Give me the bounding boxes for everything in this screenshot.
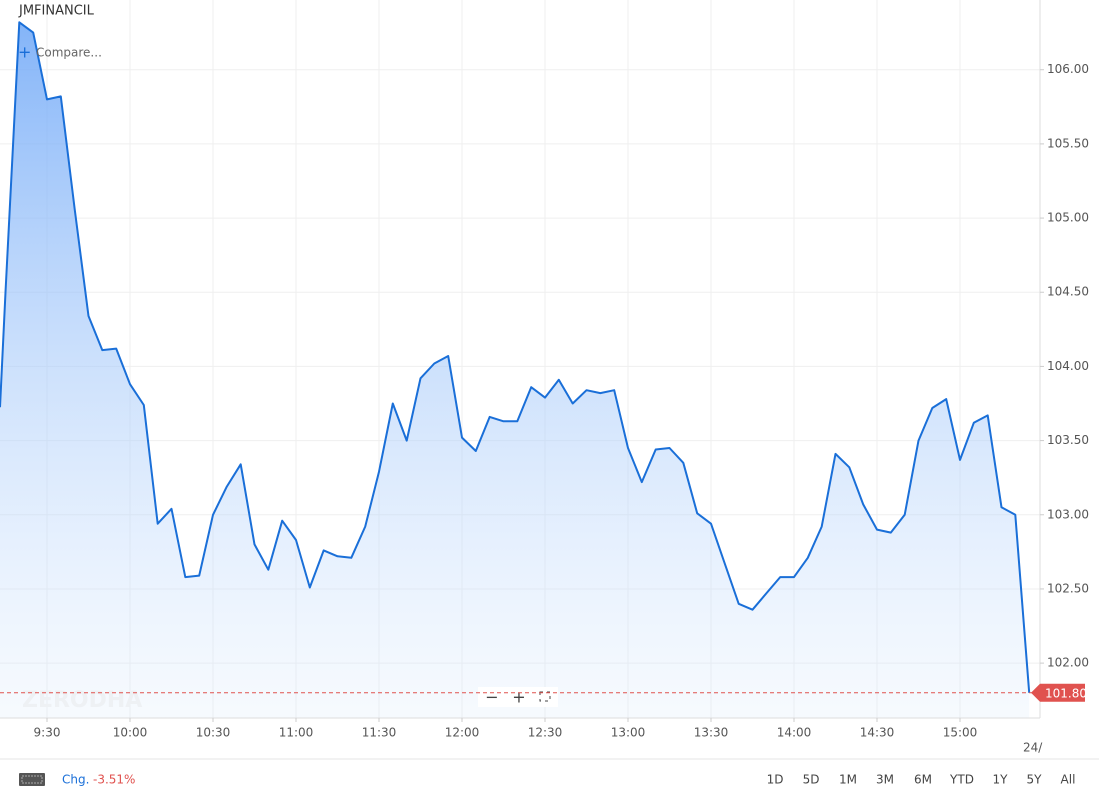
x-tick-label: 10:30: [196, 726, 231, 740]
keyboard-body: [19, 773, 45, 786]
x-tick-label: 12:00: [445, 726, 480, 740]
compare-plus[interactable]: +: [18, 43, 31, 62]
plot: [0, 21, 1031, 718]
change-value: -3.51%: [93, 773, 135, 787]
range-button[interactable]: YTD: [949, 773, 974, 787]
range-button[interactable]: 6M: [914, 773, 932, 787]
y-tick-label: 105.50: [1047, 136, 1089, 150]
zoom-controls: − +: [478, 687, 558, 707]
y-tick-label: 102.00: [1047, 656, 1089, 670]
zoom-out[interactable]: −: [485, 688, 498, 707]
date-marker: 24/: [1023, 741, 1043, 755]
range-button[interactable]: 5D: [803, 773, 820, 787]
y-tick-label: 105.00: [1047, 211, 1089, 225]
price-area: [0, 22, 1030, 718]
y-tick-label: 104.50: [1047, 285, 1089, 299]
zoom-bg: [478, 687, 558, 707]
range-button[interactable]: 1M: [839, 773, 857, 787]
x-tick-label: 13:30: [694, 726, 729, 740]
price-line: [0, 21, 1031, 693]
y-tick-label: 102.50: [1047, 581, 1089, 595]
y-tick-label: 103.00: [1047, 507, 1089, 521]
range-button[interactable]: 5Y: [1027, 773, 1043, 787]
y-tick-label: 103.50: [1047, 433, 1089, 447]
x-tick-label: 9:30: [34, 726, 61, 740]
keyboard-keys: [21, 775, 43, 784]
x-tick-label: 14:30: [860, 726, 895, 740]
x-tick-label: 10:00: [113, 726, 148, 740]
range-button[interactable]: 3M: [876, 773, 894, 787]
reset-zoom[interactable]: [539, 691, 551, 702]
x-tick-label: 13:00: [611, 726, 646, 740]
symbol-title: JMFINANCIL: [18, 4, 95, 19]
keyboard-icon[interactable]: [19, 773, 45, 786]
y-tick-label: 106.00: [1047, 62, 1089, 76]
x-tick-label: 15:00: [943, 726, 978, 740]
zoom-in[interactable]: +: [512, 688, 525, 707]
x-tick-label: 14:00: [777, 726, 812, 740]
x-tick-label: 11:30: [362, 726, 397, 740]
range-button[interactable]: All: [1061, 773, 1076, 787]
watermark: ZERODHA: [22, 688, 142, 713]
change-label: Chg.: [62, 773, 89, 787]
last-price-tag: [1031, 683, 1085, 702]
x-tick-label: 11:00: [279, 726, 314, 740]
last-price-label: 101.80: [1045, 686, 1087, 700]
compare-button[interactable]: Compare...: [36, 46, 102, 60]
x-tick-label: 12:30: [528, 726, 563, 740]
range-button[interactable]: 1D: [767, 773, 784, 787]
range-button[interactable]: 1Y: [993, 773, 1009, 787]
y-tick-label: 104.00: [1047, 359, 1089, 373]
